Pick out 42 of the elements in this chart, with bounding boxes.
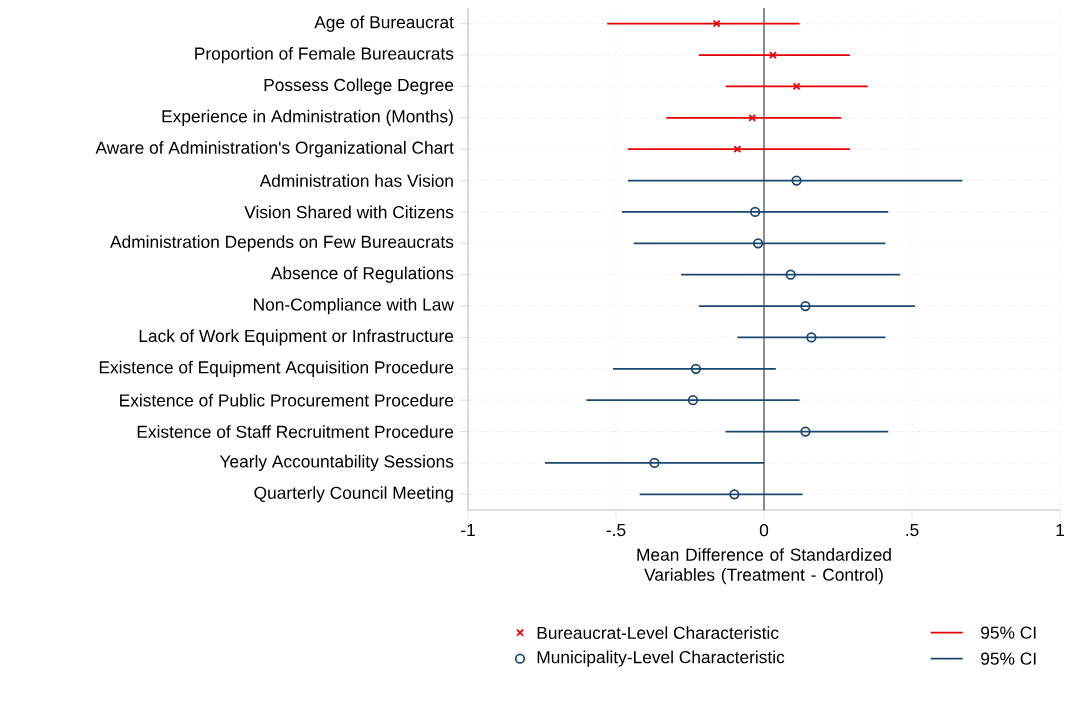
y-tick-label: Quarterly Council Meeting: [254, 486, 453, 503]
text: 95% CI: [981, 626, 1036, 639]
point: [800, 300, 811, 312]
point: [791, 175, 802, 186]
y-tick-label: Aware of Administration's Organizational Chart: [95, 141, 454, 158]
y-tick-label: Non-Compliance with Law: [254, 297, 454, 315]
y-tick-label: Lack of Work Equipment or Infrastructure: [139, 329, 454, 346]
point: [752, 238, 764, 249]
y-tick-label: Administration Depends on Few Bureaucrats: [110, 235, 454, 252]
point: [712, 19, 721, 28]
point: [806, 332, 817, 343]
point: [649, 457, 660, 469]
point: [792, 82, 801, 91]
point: [687, 395, 699, 406]
point: [748, 113, 757, 122]
y-tick-label: Existence of Public Procurement Procedure: [120, 393, 454, 407]
point: [785, 269, 796, 280]
point: [768, 51, 777, 59]
y-tick-label: Proportion of Female Bureaucrats: [195, 46, 454, 64]
point: [749, 206, 761, 218]
x-tick-label: 0: [759, 524, 769, 537]
y-tick-label: Age of Bureaucrat: [314, 15, 454, 32]
y-tick-label: Administration has Vision: [259, 174, 453, 187]
y-tick-label: Absence of Regulations: [270, 266, 454, 283]
legend-label: Municipality-Level Characteristic: [537, 650, 785, 667]
x-tick-label: -1: [461, 524, 475, 536]
point: [733, 145, 742, 154]
point: [690, 363, 702, 374]
legend-label: Bureaucrat-Level Characteristic: [537, 626, 779, 640]
text: 95% CI: [981, 652, 1036, 665]
y-tick-label: Existence of Equipment Acquisition Procedure: [99, 360, 454, 377]
y-tick-label: Existence of Staff Recruitment Procedure: [137, 425, 454, 438]
y-tick-label: Yearly Accountability Sessions: [219, 454, 454, 472]
x-tick-label: -.5: [606, 524, 626, 537]
x-tick-label: .5: [906, 524, 919, 537]
x-tick-label: 1: [1056, 524, 1064, 536]
point: [800, 426, 811, 437]
y-tick-label: Experience in Administration (Months): [162, 109, 453, 126]
y-tick-label: Vision Shared with Citizens: [244, 205, 454, 219]
point: [729, 489, 740, 500]
x-axis-title: Mean Difference of Standardized Variables (Treatment - Control): [637, 548, 891, 585]
y-tick-label: Possess College Degree: [264, 78, 454, 95]
